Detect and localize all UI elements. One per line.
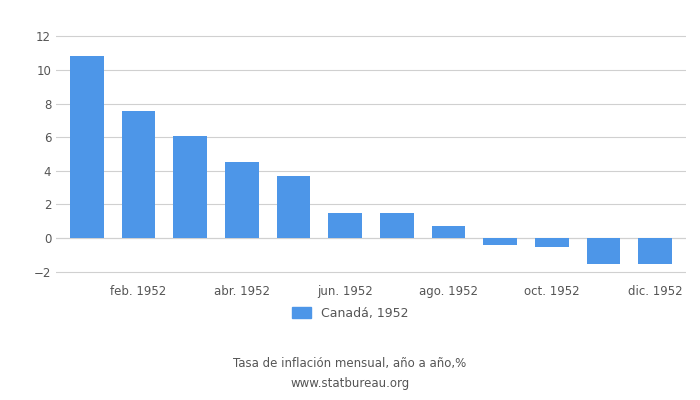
Bar (122, 111, 155, 238)
Bar (380, 213, 414, 238)
Bar (483, 238, 517, 245)
Bar (276, 176, 310, 238)
Bar (587, 238, 620, 264)
Bar (328, 213, 362, 238)
Legend: Canadá, 1952: Canadá, 1952 (292, 307, 408, 320)
Bar (432, 226, 466, 238)
Bar (225, 162, 259, 238)
Text: Tasa de inflación mensual, año a año,%: Tasa de inflación mensual, año a año,% (233, 358, 467, 370)
Bar (535, 238, 568, 247)
Bar (174, 136, 207, 238)
Text: www.statbureau.org: www.statbureau.org (290, 378, 410, 390)
Bar (638, 238, 672, 264)
Bar (70, 56, 104, 238)
